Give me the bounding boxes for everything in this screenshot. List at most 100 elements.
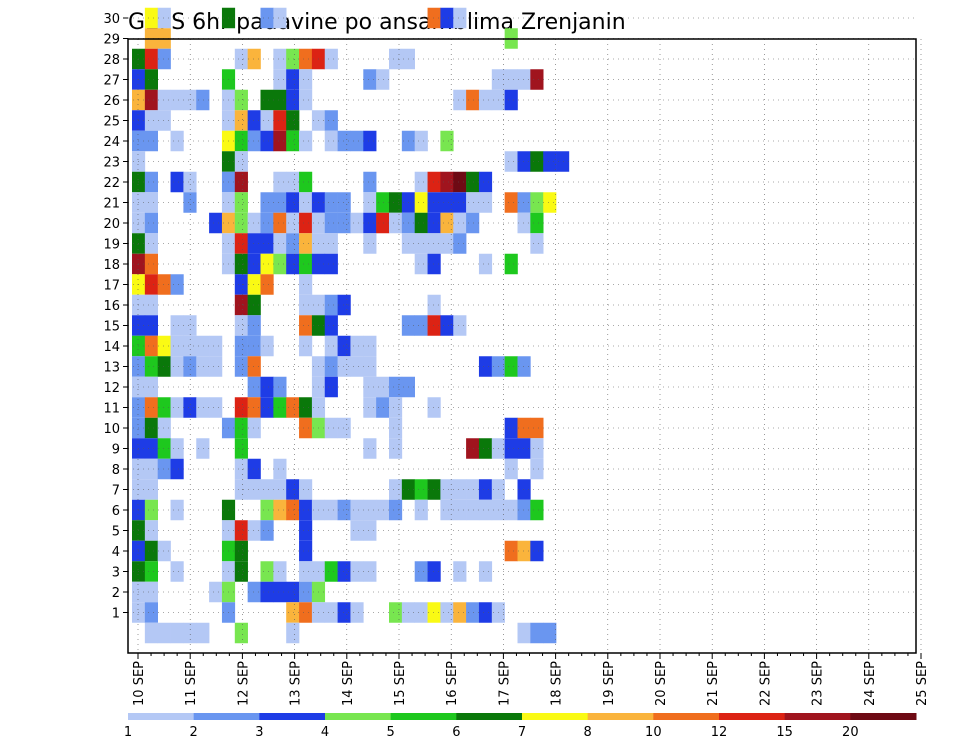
- heatmap-cell: [389, 397, 403, 418]
- heatmap-cell: [453, 89, 467, 111]
- legend-label: 8: [584, 725, 592, 740]
- heatmap-cell: [157, 622, 171, 644]
- heatmap-cell: [247, 356, 261, 377]
- heatmap-cell: [144, 499, 158, 521]
- heatmap-cell: [260, 479, 274, 500]
- heatmap-cell: [324, 356, 338, 377]
- heatmap-cell: [144, 130, 158, 152]
- heatmap-cell: [273, 561, 287, 582]
- heatmap-cell: [286, 110, 300, 131]
- heatmap-cell: [234, 253, 248, 275]
- heatmap-cell: [157, 7, 171, 29]
- heatmap-cell: [299, 69, 313, 90]
- heatmap-cell: [427, 171, 441, 193]
- heatmap-cell: [337, 499, 351, 521]
- heatmap-cell: [376, 69, 390, 90]
- heatmap-cell: [273, 192, 287, 213]
- legend-label: 20: [842, 725, 859, 740]
- heatmap-cell: [157, 274, 171, 295]
- heatmap-cell: [466, 438, 480, 459]
- heatmap-cell: [363, 520, 377, 541]
- heatmap-cell: [260, 130, 274, 152]
- y-tick-label: 18: [103, 258, 120, 273]
- heatmap-cell: [209, 581, 223, 603]
- heatmap-cell: [427, 233, 441, 254]
- heatmap-cell: [324, 417, 338, 439]
- legend-swatch: [653, 713, 720, 720]
- heatmap-cell: [337, 417, 351, 439]
- heatmap-cell: [440, 499, 454, 521]
- heatmap-cell: [453, 315, 467, 336]
- heatmap-cell: [504, 192, 518, 213]
- heatmap-cell: [260, 520, 274, 541]
- heatmap-cell: [324, 561, 338, 582]
- heatmap-cell: [440, 602, 454, 623]
- heatmap-cell: [530, 438, 544, 459]
- heatmap-cell: [247, 376, 261, 398]
- heatmap-cell: [350, 602, 364, 623]
- heatmap-cell: [363, 397, 377, 418]
- heatmap-cell: [427, 212, 441, 234]
- heatmap-cell: [299, 212, 313, 234]
- heatmap-cell: [286, 69, 300, 90]
- heatmap-cell: [170, 622, 184, 644]
- heatmap-cell: [209, 335, 223, 357]
- heatmap-cell: [543, 622, 557, 644]
- heatmap-cell: [414, 602, 428, 623]
- heatmap-cell: [209, 356, 223, 377]
- heatmap-cell: [427, 397, 441, 418]
- heatmap-cell: [517, 192, 531, 213]
- heatmap-cell: [157, 438, 171, 459]
- heatmap-cell: [144, 581, 158, 603]
- y-tick-label: 11: [103, 402, 120, 417]
- heatmap-cell: [247, 397, 261, 418]
- heatmap-cell: [376, 212, 390, 234]
- heatmap-cell: [517, 622, 531, 644]
- heatmap-cell: [363, 171, 377, 193]
- heatmap-cell: [324, 335, 338, 357]
- heatmap-cell: [234, 48, 248, 70]
- heatmap-cell: [324, 110, 338, 131]
- heatmap-cell: [234, 89, 248, 111]
- heatmap-cell: [234, 192, 248, 213]
- heatmap-cell: [170, 499, 184, 521]
- heatmap-cell: [260, 581, 274, 603]
- heatmap-cell: [337, 212, 351, 234]
- heatmap-cell: [504, 540, 518, 562]
- heatmap-cell: [299, 520, 313, 541]
- heatmap-cell: [234, 315, 248, 336]
- heatmap-cell: [414, 479, 428, 500]
- heatmap-cell: [453, 561, 467, 582]
- legend-label: 7: [518, 725, 526, 740]
- heatmap-cell: [144, 69, 158, 90]
- heatmap-cell: [286, 130, 300, 152]
- y-tick-label: 15: [103, 320, 120, 335]
- heatmap-cell: [324, 130, 338, 152]
- heatmap-cell: [260, 110, 274, 131]
- heatmap-cell: [363, 376, 377, 398]
- heatmap-cell: [234, 171, 248, 193]
- heatmap-cell: [286, 233, 300, 254]
- heatmap-cell: [530, 192, 544, 213]
- heatmap-cell: [389, 212, 403, 234]
- heatmap-cell: [273, 89, 287, 111]
- legend-label: 3: [255, 725, 263, 740]
- y-tick-label: 4: [112, 545, 120, 560]
- heatmap-cell: [324, 253, 338, 275]
- heatmap-cell: [260, 253, 274, 275]
- heatmap-cell: [453, 212, 467, 234]
- heatmap-cell: [234, 151, 248, 172]
- heatmap-cell: [183, 335, 197, 357]
- heatmap-cell: [504, 356, 518, 377]
- heatmap-cell: [170, 438, 184, 459]
- heatmap-cell: [286, 581, 300, 603]
- heatmap-cell: [478, 499, 493, 521]
- heatmap-cell: [324, 48, 338, 70]
- heatmap-cell: [234, 233, 248, 254]
- heatmap-cell: [286, 253, 300, 275]
- heatmap-cell: [170, 561, 184, 582]
- heatmap-cell: [427, 294, 441, 316]
- y-tick-label: 7: [112, 484, 120, 499]
- heatmap-cell: [530, 458, 544, 480]
- heatmap-cell: [299, 192, 313, 213]
